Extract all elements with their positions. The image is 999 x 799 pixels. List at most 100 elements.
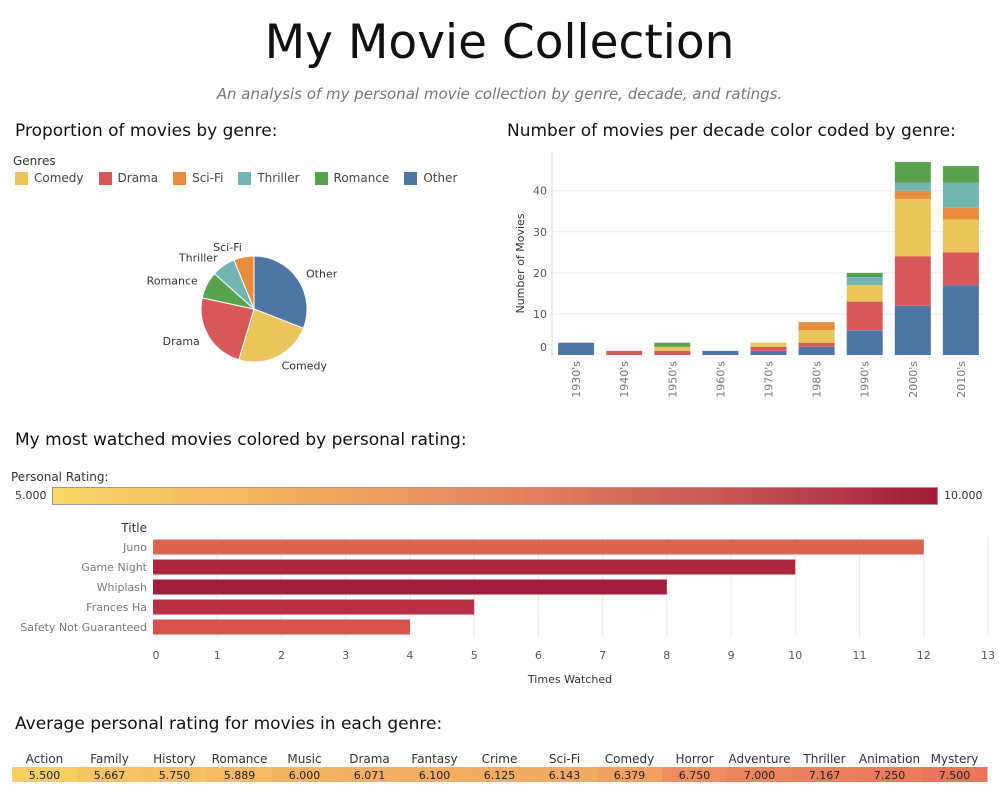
- heat-header-horror: Horror: [675, 752, 713, 766]
- heat-cell-music: [272, 767, 338, 782]
- y-axis-title: Number of Movies: [514, 213, 527, 313]
- genre-legend[interactable]: Comedy Drama Sci-Fi Thriller Romance Oth…: [15, 171, 472, 185]
- x-tick-label: 6: [535, 649, 542, 662]
- y-tick-label: 40: [533, 185, 547, 198]
- legend-label: Sci-Fi: [192, 171, 224, 185]
- stack-segment-comedy: [894, 199, 931, 257]
- x-tick-label: 13: [981, 649, 995, 662]
- most-watched-bar-chart: Title Juno Game Night Whiplash Frances Ha Saf…: [20, 521, 995, 686]
- bar-label-juno: Juno: [122, 541, 147, 554]
- heat-cell-horror: [662, 767, 728, 782]
- pie-label-other: Other: [306, 268, 338, 281]
- bar-juno: [153, 539, 924, 555]
- stack-segment-thriller: [942, 182, 979, 208]
- bar-frances-ha: [153, 599, 475, 615]
- heat-cell-drama: [337, 767, 403, 782]
- heat-header-mystery: Mystery: [931, 752, 979, 766]
- x-tick-label: 1980's: [811, 361, 824, 398]
- bar-section-title: My most watched movies colored by person…: [15, 430, 467, 450]
- bar-label-frances-ha: Frances Ha: [86, 601, 147, 614]
- legend-item-other[interactable]: Other: [404, 171, 457, 185]
- heat-header-thriller: Thriller: [802, 752, 845, 766]
- heat-value-romance: 5.889: [224, 769, 256, 782]
- stack-segment-comedy: [798, 330, 835, 343]
- bar-game-night: [153, 559, 796, 575]
- stack-segment-other: [846, 330, 883, 355]
- heat-header-comedy: Comedy: [605, 752, 655, 766]
- heat-value-animation: 7.250: [874, 769, 906, 782]
- x-tick-label: 10: [788, 649, 802, 662]
- legend-label: Other: [423, 171, 458, 185]
- heat-header-crime: Crime: [482, 752, 518, 766]
- genre-rating-heatmap: Action 5.500 Family 5.667 History 5.750 Romanc…: [12, 752, 988, 782]
- heat-value-history: 5.750: [159, 769, 191, 782]
- heat-cell-mystery: [922, 767, 988, 782]
- stack-segment-romance: [654, 342, 691, 347]
- stack-segment-other: [798, 346, 835, 355]
- x-tick-label: 3: [342, 649, 349, 662]
- legend-item-drama[interactable]: Drama: [98, 171, 158, 185]
- x-tick-label: 1: [214, 649, 221, 662]
- bar-label-whiplash: Whiplash: [97, 581, 147, 594]
- bar-whiplash: [153, 579, 667, 595]
- page-title: My Movie Collection: [264, 15, 735, 70]
- heat-value-thriller: 7.167: [809, 769, 841, 782]
- stack-segment-comedy: [846, 285, 883, 302]
- x-tick-label: 12: [917, 649, 931, 662]
- x-tick-label: 1990's: [859, 361, 872, 398]
- legend-label: Comedy: [34, 171, 84, 185]
- heat-cell-adventure: [727, 767, 793, 782]
- stack-segment-drama: [894, 256, 931, 306]
- stack-segment-thriller: [846, 277, 883, 286]
- x-tick-label: 9: [728, 649, 735, 662]
- legend-swatch: [238, 171, 252, 185]
- x-axis-title: Times Watched: [527, 673, 612, 686]
- heat-header-music: Music: [287, 752, 321, 766]
- heat-header-history: History: [153, 752, 196, 766]
- legend-item-thriller[interactable]: Thriller: [238, 171, 300, 185]
- heat-cell-animation: [857, 767, 923, 782]
- heat-section-title: Average personal rating for movies in ea…: [15, 714, 443, 734]
- y-axis-title: Title: [120, 521, 147, 535]
- decade-stacked-bar-chart: 0 10 20 30 40 Number of Movies 1930's 1940's 195…: [514, 152, 985, 398]
- legend-label: Thriller: [257, 171, 300, 185]
- y-tick-label: 10: [533, 308, 547, 321]
- x-tick-label: 0: [153, 649, 160, 662]
- pie-slice-comedy: [238, 308, 305, 363]
- legend-item-sci-fi[interactable]: Sci-Fi: [173, 171, 223, 185]
- pie-label-sci-fi: Sci-Fi: [213, 241, 242, 254]
- pie-slice-sci-fi: [233, 255, 255, 310]
- heat-cell-fantasy: [402, 767, 468, 782]
- heat-header-family: Family: [90, 752, 129, 766]
- bar-label-game-night: Game Night: [81, 561, 147, 574]
- legend-swatch: [404, 171, 418, 185]
- x-tick-label: 5: [471, 649, 478, 662]
- y-tick-label: 30: [533, 226, 547, 239]
- stack-segment-comedy: [942, 219, 979, 253]
- pie-label-comedy: Comedy: [282, 360, 328, 373]
- legend-swatch: [98, 171, 112, 185]
- pie-label-thriller: Thriller: [178, 252, 218, 265]
- stack-segment-comedy: [654, 346, 691, 351]
- heat-cell-thriller: [792, 767, 858, 782]
- bar-safety-not-guaranteed: [153, 619, 410, 635]
- legend-item-romance[interactable]: Romance: [314, 171, 389, 185]
- bar-label-safety-not-guaranteed: Safety Not Guaranteed: [20, 621, 147, 634]
- heat-header-sci-fi: Sci-Fi: [549, 752, 580, 766]
- x-tick-label: 1950's: [666, 361, 679, 398]
- stack-segment-drama: [606, 350, 643, 355]
- legend-swatch: [314, 171, 328, 185]
- heat-cell-family: [77, 767, 143, 782]
- page-subtitle: An analysis of my personal movie collect…: [216, 85, 783, 103]
- stack-segment-thriller: [894, 182, 931, 191]
- stack-segment-other: [558, 342, 595, 355]
- legend-swatch: [15, 171, 28, 185]
- heat-value-crime: 6.125: [484, 769, 516, 782]
- rating-scale-max: 10.000: [944, 489, 983, 502]
- heat-header-fantasy: Fantasy: [411, 752, 457, 766]
- legend-item-comedy[interactable]: Comedy: [15, 171, 84, 185]
- heat-header-adventure: Adventure: [728, 752, 790, 766]
- heat-value-family: 5.667: [94, 769, 126, 782]
- x-tick-label: 2000's: [907, 361, 920, 398]
- stack-segment-drama: [750, 346, 787, 351]
